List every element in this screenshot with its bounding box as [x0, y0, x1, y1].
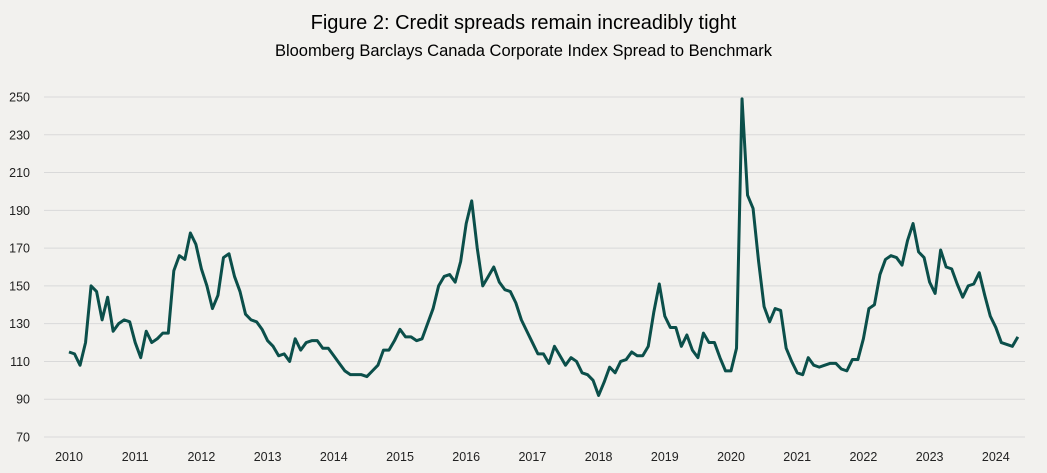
y-tick-label: 170 [9, 242, 30, 256]
x-tick-label: 2012 [187, 450, 215, 464]
y-tick-label: 70 [16, 431, 30, 445]
x-tick-label: 2021 [783, 450, 811, 464]
chart-subtitle: Bloomberg Barclays Canada Corporate Inde… [274, 42, 773, 60]
x-tick-label: 2010 [55, 450, 83, 464]
y-tick-label: 130 [9, 317, 30, 331]
x-tick-label: 2019 [651, 450, 679, 464]
y-tick-label: 210 [9, 166, 30, 180]
y-tick-label: 110 [10, 355, 30, 369]
x-tick-label: 2017 [518, 450, 546, 464]
series-line [68, 97, 1020, 397]
y-tick-label: 190 [9, 204, 30, 218]
y-tick-label: 250 [9, 91, 30, 105]
x-tick-label: 2022 [849, 450, 877, 464]
x-tick-label: 2024 [982, 450, 1010, 464]
x-tick-label: 2015 [386, 450, 414, 464]
x-tick-label: 2016 [452, 450, 480, 464]
y-tick-label: 230 [9, 128, 30, 142]
y-tick-label: 90 [16, 393, 30, 407]
y-tick-label: 150 [9, 279, 30, 293]
x-tick-label: 2018 [585, 450, 613, 464]
x-tick-label: 2011 [122, 450, 149, 464]
x-tick-label: 2013 [254, 450, 282, 464]
x-tick-label: 2020 [717, 450, 745, 464]
chart-title: Figure 2: Credit spreads remain increadi… [310, 12, 737, 34]
x-tick-label: 2014 [320, 450, 348, 464]
x-tick-label: 2023 [916, 450, 944, 464]
